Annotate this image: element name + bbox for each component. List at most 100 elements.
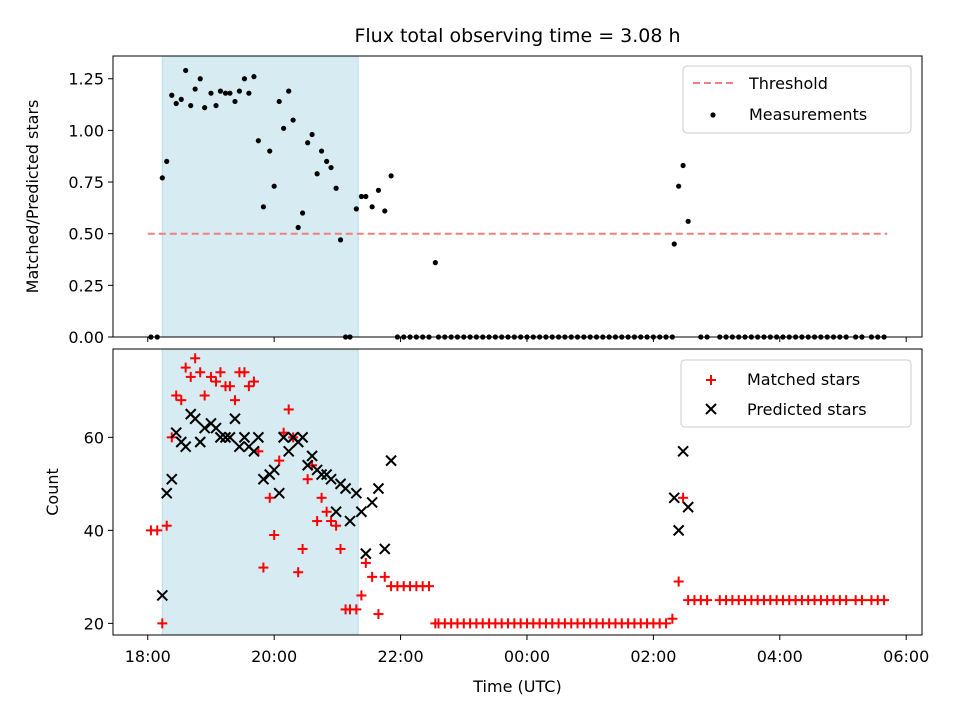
- predicted-star-point: [198, 422, 211, 434]
- matched-star-point: [185, 371, 196, 382]
- ratio-y-axis-label: Matched/Predicted stars: [23, 100, 42, 294]
- matched-star-point: [180, 362, 191, 373]
- measurement-point: [305, 140, 311, 146]
- measurement-point: [271, 183, 277, 189]
- x-tick-label: 22:00: [378, 647, 424, 666]
- predicted-star-point: [677, 445, 689, 458]
- legend-measurement-swatch: [710, 112, 716, 118]
- predicted-star-point: [315, 468, 328, 481]
- predicted-star-point: [248, 445, 260, 458]
- predicted-star-point: [330, 506, 342, 518]
- matched-star-point: [312, 516, 323, 527]
- legend-matched-swatch: [706, 375, 716, 385]
- counts-y-tick-label: 40: [84, 521, 104, 540]
- predicted-star-point: [252, 431, 265, 444]
- matched-star-point: [176, 395, 187, 406]
- ratio-x-ticks: [147, 337, 907, 342]
- counts-x-ticks: 18:00 20:00 22:00 00:00 02:00 04:00 06:00: [125, 635, 929, 666]
- matched-star-point: [335, 543, 346, 554]
- predicted-star-point: [233, 440, 246, 453]
- matched-star-point: [297, 543, 308, 554]
- measurement-point: [173, 100, 179, 107]
- x-tick-label: 20:00: [251, 647, 297, 666]
- measurement-point: [300, 210, 306, 216]
- matched-star-point: [373, 609, 384, 620]
- matched-star-point: [360, 557, 371, 568]
- predicted-star-point: [372, 482, 385, 495]
- measurement-point: [685, 218, 691, 224]
- matched-star-point: [661, 618, 672, 629]
- counts-y-tick-label: 20: [84, 614, 104, 633]
- matched-star-point: [367, 571, 378, 582]
- predicted-star-point: [672, 524, 685, 537]
- predicted-star-point: [179, 440, 192, 453]
- measurement-point: [255, 138, 261, 144]
- measurement-point: [324, 158, 330, 164]
- predicted-star-point: [268, 464, 280, 476]
- matched-star-point: [356, 590, 367, 601]
- predicted-star-point: [325, 473, 337, 485]
- predicted-star-point: [355, 506, 368, 518]
- measurement-point: [309, 131, 315, 138]
- matched-star-point: [205, 371, 216, 382]
- matched-star-point: [190, 353, 201, 364]
- measurement-point: [337, 237, 344, 243]
- predicted-star-point: [344, 515, 356, 527]
- matched-star-point: [841, 595, 852, 606]
- matched-star-point: [264, 492, 275, 503]
- x-tick-label: 00:00: [504, 647, 550, 666]
- predicted-star-point: [156, 589, 169, 602]
- matched-star-point: [678, 492, 689, 503]
- ratio-y-tick-label: 0.50: [68, 225, 104, 244]
- matched-star-point: [331, 520, 342, 531]
- observing-window-span: [161, 348, 359, 636]
- predicted-star-point: [224, 431, 236, 444]
- measurement-point: [353, 206, 359, 212]
- predicted-star-point: [214, 431, 227, 444]
- ratio-y-ticks: 0.00 0.25 0.50 0.75 1.00 1.25: [68, 70, 113, 347]
- matched-star-point: [157, 618, 168, 629]
- measurement-point: [388, 173, 394, 179]
- matched-star-point: [211, 376, 222, 387]
- measurement-point: [241, 76, 248, 82]
- chart-title: Flux total observing time = 3.08 h: [354, 25, 680, 47]
- predicted-star-point: [189, 413, 201, 425]
- matched-star-point: [879, 595, 890, 606]
- matched-star-point: [321, 506, 332, 517]
- legend-predicted-label: Predicted stars: [747, 400, 867, 419]
- matched-star-point: [283, 404, 294, 415]
- measurement-point: [318, 148, 325, 154]
- measurement-point: [202, 105, 208, 111]
- matched-star-point: [215, 367, 226, 378]
- measurement-point: [159, 175, 165, 181]
- predicted-star-point: [668, 492, 680, 504]
- matched-star-point: [195, 367, 206, 378]
- measurement-point: [192, 86, 198, 92]
- predicted-star-point: [194, 436, 206, 448]
- measurement-point: [286, 88, 292, 94]
- matched-star-point: [258, 562, 269, 573]
- measurement-point: [222, 90, 229, 96]
- predicted-star-point: [277, 431, 290, 444]
- ratio-y-tick-label: 1.25: [68, 70, 104, 89]
- predicted-star-point: [210, 422, 222, 434]
- matched-star-point: [667, 613, 678, 624]
- counts-y-axis-label: Count: [43, 468, 62, 516]
- counts-legend-box: [680, 359, 912, 428]
- predicted-star-point: [360, 547, 372, 560]
- matched-star-point: [239, 367, 250, 378]
- ratio-y-tick-label: 0.75: [68, 173, 104, 192]
- measurement-point: [680, 162, 686, 169]
- matched-star-point: [199, 390, 210, 401]
- measurement-point: [227, 90, 233, 96]
- predicted-star-point: [339, 482, 352, 495]
- measurement-point: [281, 125, 287, 131]
- measurement-point: [276, 98, 282, 105]
- predicted-star-point: [282, 445, 295, 458]
- predicted-star-point: [385, 454, 397, 467]
- measurement-point: [197, 76, 203, 82]
- measurement-point: [188, 102, 194, 109]
- measurement-point: [213, 102, 219, 109]
- measurement-point: [432, 260, 438, 266]
